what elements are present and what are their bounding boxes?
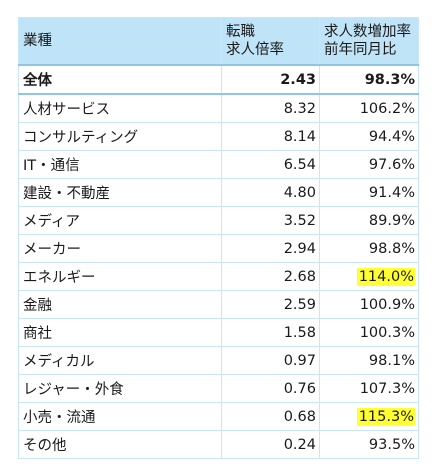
table-row: 商社 1.58 100.3% — [18, 318, 419, 347]
row-growth: 93.5% — [319, 430, 419, 459]
row-ratio: 8.14 — [221, 122, 320, 151]
table-row: その他 0.24 93.5% — [18, 430, 419, 459]
row-growth-highlighted: 115.3% — [319, 402, 419, 431]
row-ratio: 0.24 — [221, 430, 320, 459]
row-industry: 小売・流通 — [18, 402, 222, 431]
header-ratio-line2: 求人倍率 — [226, 42, 284, 58]
highlight-mark: 115.3% — [356, 407, 415, 426]
table-row: 建設・不動産 4.80 91.4% — [18, 178, 419, 207]
total-growth: 98.3% — [319, 64, 419, 95]
row-industry: 建設・不動産 — [18, 178, 222, 207]
row-growth: 106.2% — [319, 93, 419, 123]
header-growth: 求人数増加率 前年同月比 — [319, 17, 419, 66]
row-industry: メディカル — [18, 346, 222, 375]
row-industry: その他 — [18, 430, 222, 459]
table-row: 金融 2.59 100.9% — [18, 290, 419, 319]
row-growth-highlighted: 114.0% — [319, 262, 419, 291]
row-growth: 100.9% — [319, 290, 419, 319]
row-ratio: 8.32 — [221, 93, 320, 123]
job-ratio-table: 業種 転職 求人倍率 求人数増加率 前年同月比 全体 2.43 98.3% 人材… — [18, 17, 419, 459]
table-row: 人材サービス 8.32 106.2% — [18, 93, 419, 123]
row-growth: 97.6% — [319, 150, 419, 179]
row-ratio: 1.58 — [221, 318, 320, 347]
header-growth-line1: 求人数増加率 — [324, 24, 411, 40]
table-row: 小売・流通 0.68 115.3% — [18, 402, 419, 431]
row-ratio: 4.80 — [221, 178, 320, 207]
row-industry: コンサルティング — [18, 122, 222, 151]
row-industry: エネルギー — [18, 262, 222, 291]
row-growth: 98.1% — [319, 346, 419, 375]
row-industry: レジャー・外食 — [18, 374, 222, 403]
row-growth: 94.4% — [319, 122, 419, 151]
header-industry-label: 業種 — [23, 33, 52, 49]
row-growth: 89.9% — [319, 206, 419, 235]
table-row: レジャー・外食 0.76 107.3% — [18, 374, 419, 403]
table-row: エネルギー 2.68 114.0% — [18, 262, 419, 291]
header-industry: 業種 — [18, 17, 222, 66]
table-row: メディカル 0.97 98.1% — [18, 346, 419, 375]
row-industry: 商社 — [18, 318, 222, 347]
header-growth-line2: 前年同月比 — [324, 42, 397, 58]
table-row: コンサルティング 8.14 94.4% — [18, 122, 419, 151]
row-industry: 金融 — [18, 290, 222, 319]
row-ratio: 0.76 — [221, 374, 320, 403]
row-industry: IT・通信 — [18, 150, 222, 179]
row-ratio: 2.59 — [221, 290, 320, 319]
row-ratio: 0.97 — [221, 346, 320, 375]
row-ratio: 6.54 — [221, 150, 320, 179]
job-ratio-table-container: 業種 転職 求人倍率 求人数増加率 前年同月比 全体 2.43 98.3% 人材… — [18, 17, 419, 459]
row-growth: 107.3% — [319, 374, 419, 403]
table-row: IT・通信 6.54 97.6% — [18, 150, 419, 179]
row-industry: メーカー — [18, 234, 222, 263]
table-row-total: 全体 2.43 98.3% — [18, 64, 419, 95]
row-ratio: 3.52 — [221, 206, 320, 235]
row-ratio: 2.94 — [221, 234, 320, 263]
highlight-mark: 114.0% — [356, 267, 415, 286]
header-ratio-line1: 転職 — [226, 24, 255, 40]
row-ratio: 0.68 — [221, 402, 320, 431]
header-ratio: 転職 求人倍率 — [221, 17, 320, 66]
total-ratio: 2.43 — [221, 64, 320, 95]
row-industry: メディア — [18, 206, 222, 235]
table-row: メーカー 2.94 98.8% — [18, 234, 419, 263]
row-growth: 98.8% — [319, 234, 419, 263]
total-industry: 全体 — [18, 64, 222, 95]
row-growth: 91.4% — [319, 178, 419, 207]
row-industry: 人材サービス — [18, 93, 222, 123]
table-row: メディア 3.52 89.9% — [18, 206, 419, 235]
row-growth: 100.3% — [319, 318, 419, 347]
row-ratio: 2.68 — [221, 262, 320, 291]
table-header-row: 業種 転職 求人倍率 求人数増加率 前年同月比 — [18, 17, 419, 66]
